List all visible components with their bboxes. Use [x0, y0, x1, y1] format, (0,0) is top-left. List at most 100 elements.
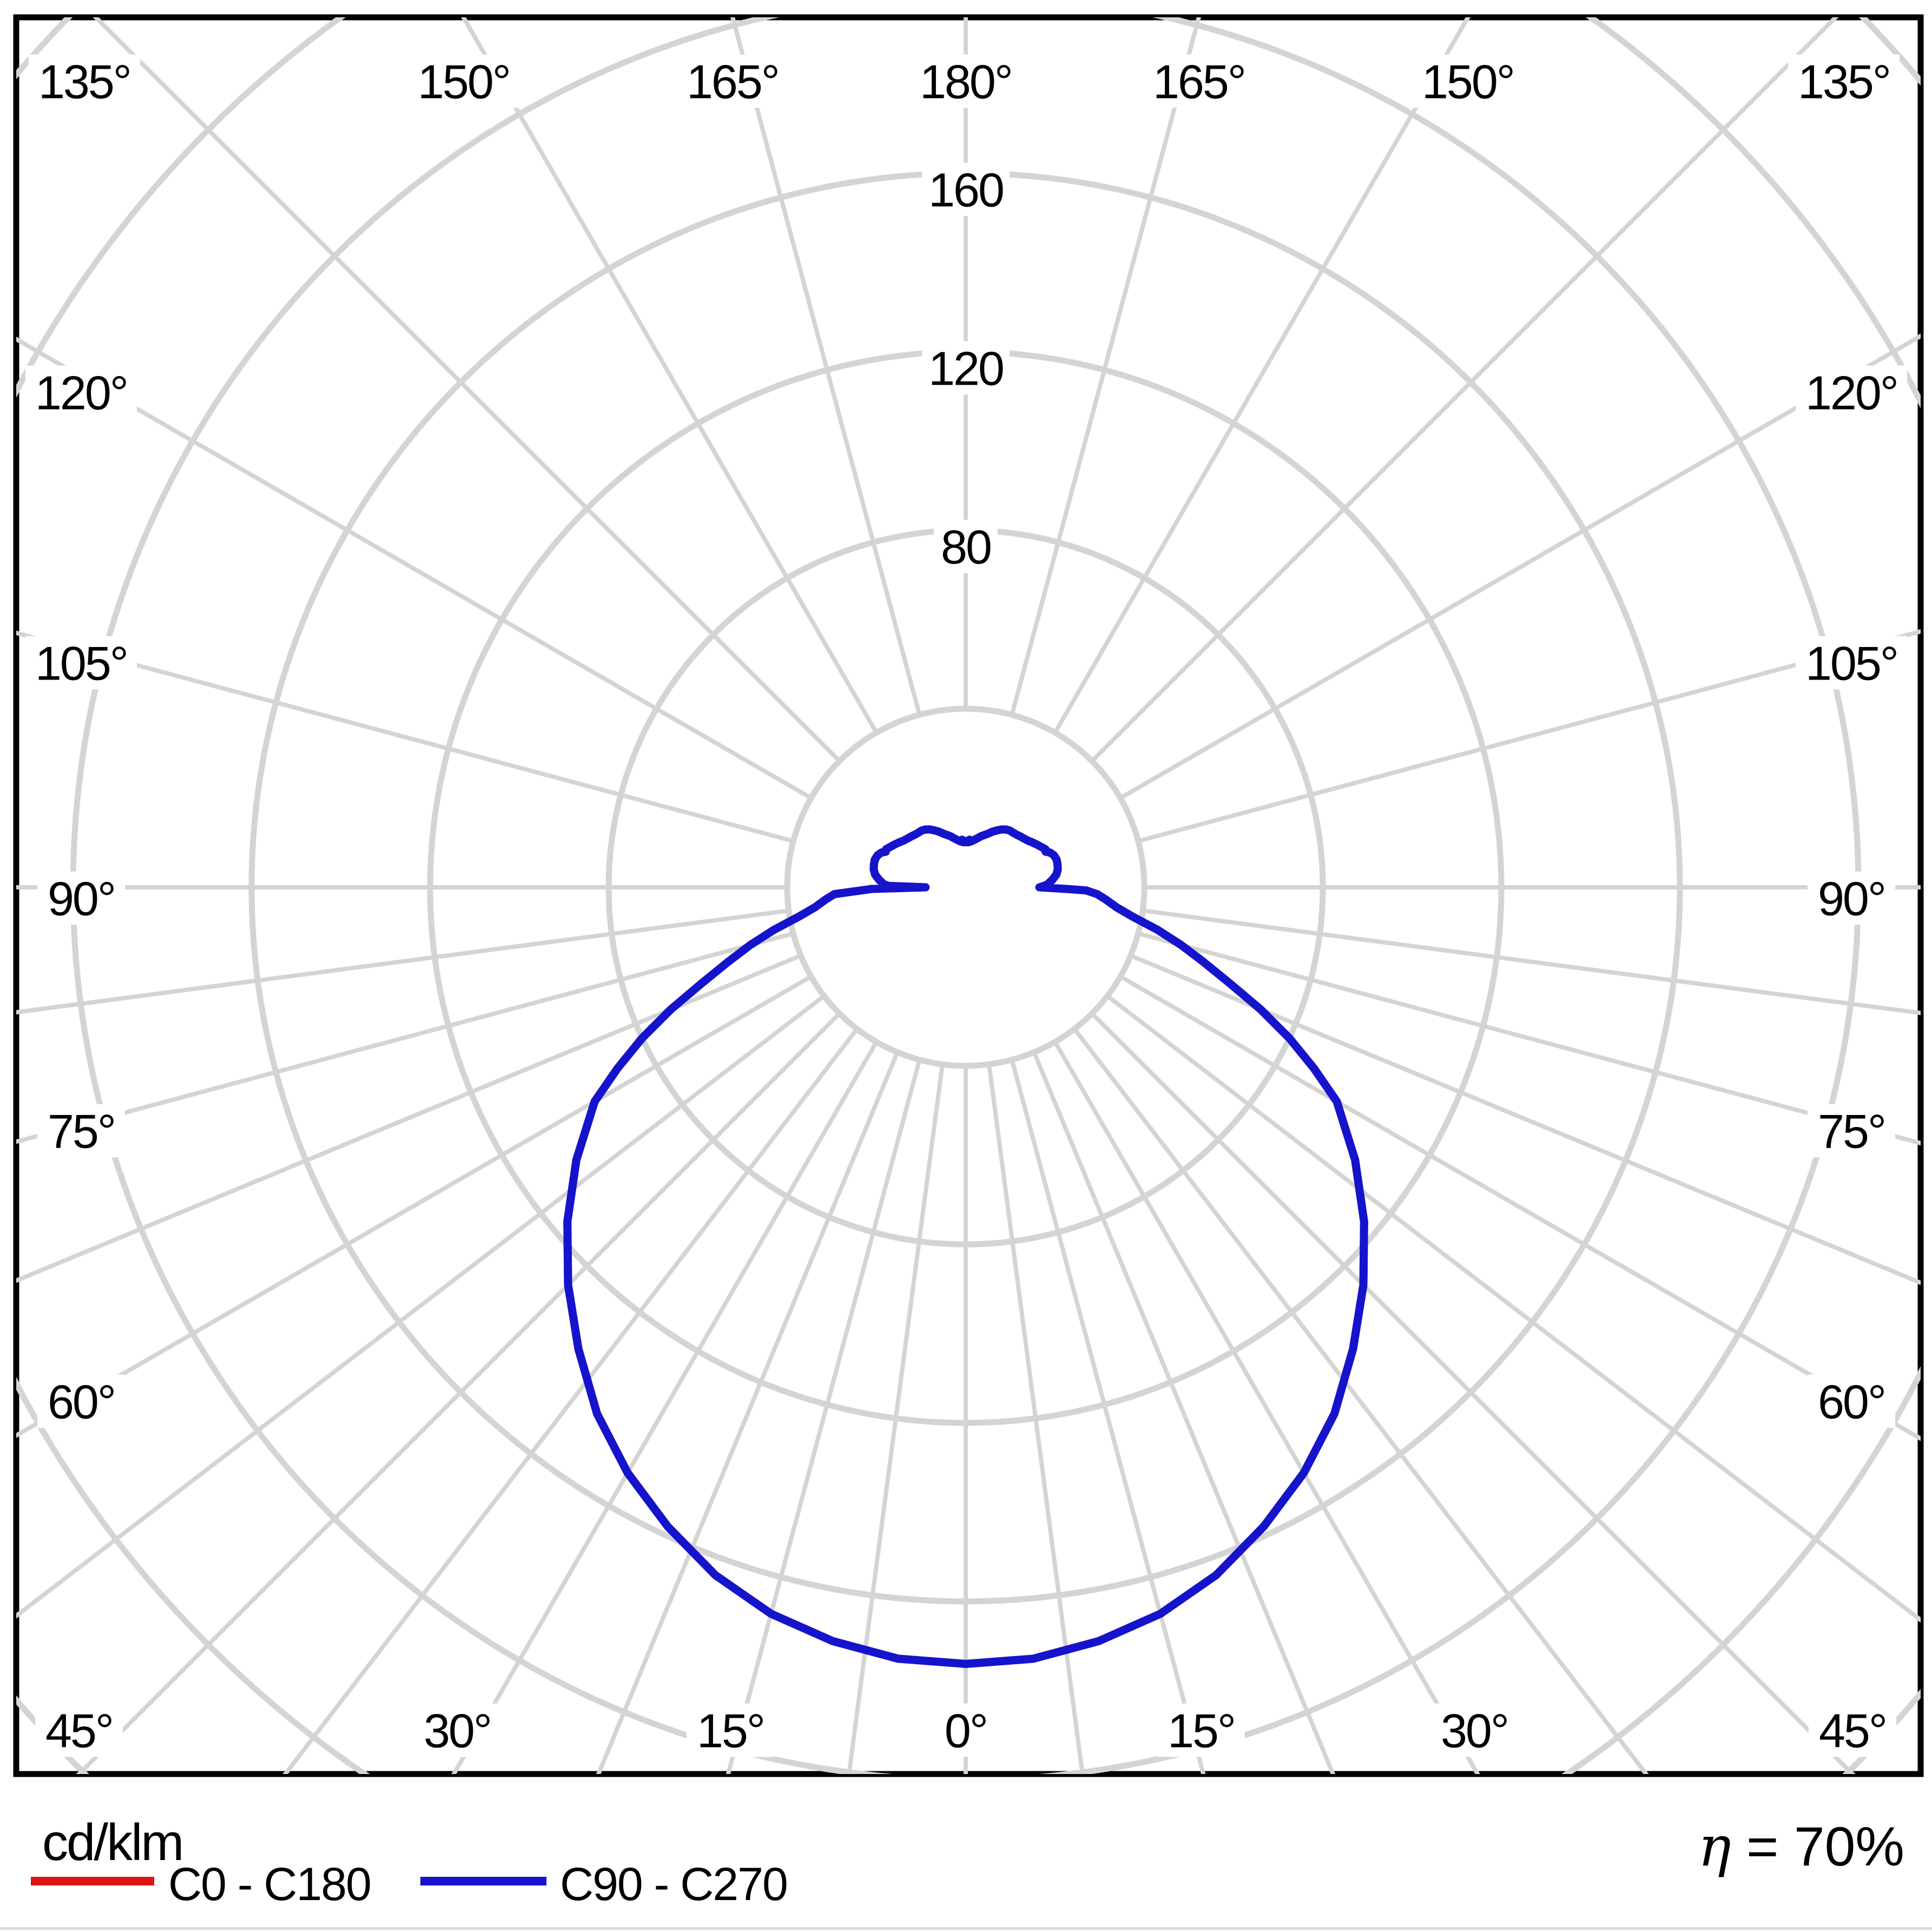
- polar-grid-spoke: [726, 1059, 922, 1774]
- angle-label: 135°: [38, 55, 130, 109]
- polar-grid-spoke: [1053, 1040, 1480, 1774]
- label-halo: [934, 1703, 998, 1757]
- label-halo: [35, 1703, 123, 1757]
- label-halo: [677, 54, 788, 108]
- legend: cd/klm C0 - C180 C90 - C270 η = 70%: [31, 1814, 1904, 1910]
- angle-label: 120°: [35, 366, 127, 420]
- unit-label: cd/klm: [42, 1814, 182, 1871]
- angle-label: 120°: [1805, 366, 1897, 420]
- polar-grid-spoke: [93, 17, 841, 763]
- angle-label: 15°: [697, 1704, 764, 1758]
- angle-label: 165°: [687, 55, 779, 109]
- label-halo: [1788, 54, 1900, 108]
- legend-label-c0-c180: C0 - C180: [168, 1858, 371, 1910]
- polar-grid-spoke: [76, 1012, 841, 1774]
- c90-c270-curve: [563, 825, 1368, 1668]
- polar-grid-spoke: [1010, 17, 1202, 716]
- label-halo: [934, 519, 998, 573]
- legend-label-c90-c270: C90 - C270: [560, 1858, 787, 1910]
- angle-label: 90°: [1818, 872, 1885, 926]
- polar-grid-spoke: [16, 337, 813, 800]
- polar-grid-spoke: [596, 1051, 900, 1774]
- angle-label: 60°: [1818, 1375, 1885, 1429]
- angle-label: 90°: [48, 872, 115, 926]
- polar-grid-spoke: [1090, 1012, 1856, 1774]
- angle-label: 105°: [1805, 637, 1897, 690]
- polar-grid-spoke: [16, 908, 789, 1015]
- label-halo: [37, 871, 125, 925]
- label-halo: [37, 1374, 125, 1428]
- polar-grid-spoke: [1032, 1051, 1336, 1774]
- polar-grid-spoke: [1053, 17, 1471, 734]
- polar-grid-spoke: [1090, 17, 1839, 763]
- angle-label: 105°: [35, 637, 127, 690]
- label-halo: [25, 365, 137, 419]
- label-halo: [1430, 1703, 1518, 1757]
- polar-grid-ring: [784, 705, 1148, 1069]
- polar-grid-spoke: [16, 974, 813, 1438]
- polar-grid-spoke: [1137, 931, 1921, 1146]
- polar-grid-spoke: [16, 931, 794, 1144]
- ring-value-label: 120: [928, 342, 1003, 395]
- polar-grid-spoke: [1137, 629, 1921, 843]
- label-halo: [910, 54, 1021, 108]
- ring-value-label: 80: [941, 520, 991, 574]
- polar-grid-labels: 135° 150° 165° 180° 165° 150° 135° 45° 30° 15° 0° 1…: [25, 54, 1907, 1758]
- angle-label: 75°: [1818, 1105, 1885, 1158]
- label-halo: [1143, 54, 1255, 108]
- label-halo: [408, 54, 519, 108]
- polar-grid-spoke: [1010, 1059, 1206, 1774]
- polar-grid-spoke: [16, 630, 794, 843]
- page-bottom-edge: [0, 1927, 1932, 1930]
- label-halo: [1809, 1703, 1896, 1757]
- angle-label: 45°: [45, 1704, 113, 1758]
- label-halo: [1808, 1104, 1895, 1158]
- polar-grid-spoke: [1130, 953, 1921, 1285]
- label-halo: [687, 1703, 774, 1757]
- label-halo: [1412, 54, 1524, 108]
- polar-grid-spoke: [1119, 333, 1921, 800]
- angle-label: 165°: [1153, 55, 1245, 109]
- polar-grid-spoke: [1106, 994, 1921, 1623]
- label-halo: [922, 162, 1010, 216]
- polar-grid-spoke: [451, 1040, 879, 1774]
- angle-label: 30°: [1441, 1704, 1508, 1758]
- polar-grid-spoke: [847, 1064, 945, 1774]
- angle-label: 15°: [1168, 1704, 1235, 1758]
- intensity-curves: [563, 825, 1368, 1668]
- polar-grid-spoke: [1072, 1027, 1649, 1774]
- polar-grid-spoke: [461, 17, 879, 734]
- label-halo: [29, 54, 140, 108]
- label-halo: [922, 341, 1010, 395]
- angle-label: 60°: [48, 1375, 115, 1429]
- angle-label: 45°: [1819, 1704, 1886, 1758]
- angle-label: 135°: [1798, 55, 1890, 109]
- angle-label: 150°: [1422, 55, 1514, 109]
- angle-label: 180°: [920, 55, 1012, 109]
- polar-grid-spoke: [16, 994, 826, 1619]
- label-halo: [413, 1703, 501, 1757]
- label-halo: [1808, 1374, 1895, 1428]
- label-halo: [1157, 1703, 1245, 1757]
- polar-grid-spoke: [730, 17, 922, 716]
- chart-frame: [13, 14, 1924, 1777]
- label-halo: [37, 1104, 125, 1158]
- polar-grid-spoke: [1119, 974, 1921, 1441]
- polar-grid-spoke: [1142, 908, 1921, 1016]
- label-halo: [1808, 871, 1895, 925]
- angle-label: 75°: [48, 1105, 115, 1158]
- label-halo: [1796, 365, 1907, 419]
- ring-value-label: 160: [928, 163, 1003, 217]
- angle-label: 30°: [424, 1704, 491, 1758]
- polar-grid-spoke: [987, 1064, 1085, 1774]
- efficiency-label: η = 70%: [1698, 1815, 1904, 1879]
- polar-grid-spoke: [16, 953, 802, 1283]
- polar-grid-spoke: [282, 1027, 859, 1774]
- angle-label: 150°: [418, 55, 510, 109]
- angle-label: 0°: [945, 1704, 987, 1758]
- label-halo: [25, 636, 137, 690]
- label-halo: [1796, 636, 1907, 690]
